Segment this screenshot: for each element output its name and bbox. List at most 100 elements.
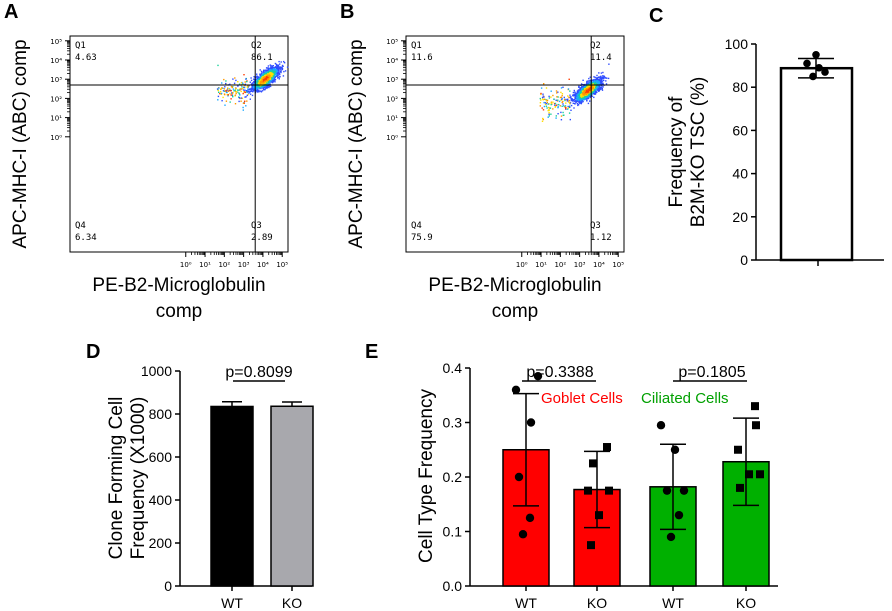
event-dot [569, 94, 571, 96]
event-dot [565, 107, 567, 110]
event-dot [258, 80, 260, 82]
chart-e-data-point [518, 530, 528, 539]
event-dot [601, 78, 603, 80]
event-dot [581, 100, 583, 102]
event-dot [260, 79, 262, 81]
event-dot [245, 96, 247, 98]
event-dot [589, 83, 591, 85]
event-dot [587, 97, 589, 99]
event-dot [600, 79, 603, 81]
flow-a-q1-name: Q1 [75, 41, 86, 51]
event-dot [231, 94, 233, 96]
event-dot [581, 85, 583, 88]
event-dot [589, 88, 591, 90]
event-dot [561, 105, 563, 107]
event-dot [262, 83, 264, 85]
event-dot [266, 86, 269, 88]
event-dot [594, 83, 596, 85]
event-dot [263, 81, 266, 83]
event-dot [244, 100, 246, 102]
event-dot [577, 104, 579, 107]
event-dot [272, 68, 274, 70]
event-dot [262, 74, 264, 76]
event-dot [576, 97, 578, 100]
flow-plot-a-x-ticks: 10⁰ 10¹ 10² 10³ 10⁴ 10⁵ [180, 252, 288, 269]
event-dot [238, 89, 240, 91]
event-dot [264, 70, 267, 72]
event-dot [261, 90, 264, 92]
event-dot [584, 85, 586, 88]
event-dot [232, 86, 234, 88]
event-dot [235, 92, 237, 95]
event-dot [596, 89, 599, 91]
bar-chart-c-marks: 0 20 40 60 80 100 [725, 36, 884, 268]
event-dot [268, 82, 270, 85]
event-dot [274, 72, 277, 74]
event-dot [232, 88, 235, 90]
event-dot [240, 100, 242, 102]
event-dot [250, 87, 253, 89]
event-dot [265, 82, 268, 84]
event-dot [253, 76, 255, 78]
event-dot [576, 100, 579, 102]
event-dot [552, 94, 554, 97]
chart-c-y-tick-label: 40 [732, 166, 748, 182]
event-dot [227, 90, 229, 92]
flow-a-q3-name: Q3 [251, 221, 262, 231]
event-dot [258, 83, 261, 85]
event-dot [282, 65, 284, 67]
event-dot [261, 81, 263, 83]
event-dot [587, 80, 589, 82]
event-dot [243, 86, 246, 89]
event-dot [552, 101, 554, 103]
event-dot [567, 95, 569, 97]
event-dot [264, 88, 266, 91]
event-dot [240, 97, 243, 99]
event-dot [589, 82, 591, 84]
event-dot [600, 72, 603, 74]
event-dot [269, 85, 272, 88]
flow-plot-a-y-ticks: 10⁰ 10¹ 10² 10³ 10⁴ 10⁵ [50, 38, 70, 142]
event-dot [571, 98, 574, 100]
event-dot [546, 99, 549, 101]
event-dot [548, 115, 550, 117]
chart-e-data-point [666, 532, 676, 542]
event-dot [563, 114, 565, 116]
event-dot [592, 87, 594, 89]
event-dot [589, 91, 591, 93]
event-dot [568, 78, 570, 80]
event-dot [574, 91, 576, 93]
event-dot [223, 88, 226, 90]
event-dot [540, 93, 542, 96]
event-dot [582, 87, 584, 89]
event-dot [273, 75, 275, 77]
event-dot [601, 80, 603, 82]
event-dot [275, 71, 277, 73]
event-dot [555, 99, 557, 101]
event-dot [263, 83, 266, 85]
event-dot [547, 103, 550, 105]
chart-e-x-tick-label: WT [515, 595, 537, 611]
event-dot [569, 118, 571, 121]
panel-label-e: E [365, 341, 378, 363]
event-dot [244, 81, 246, 83]
event-dot [577, 98, 579, 100]
event-dot [599, 81, 601, 83]
event-dot [587, 97, 590, 100]
event-dot [579, 101, 581, 103]
event-dot [596, 74, 598, 77]
event-dot [232, 78, 234, 80]
event-dot [558, 100, 561, 103]
event-dot [540, 92, 542, 95]
event-dot [570, 104, 573, 107]
event-dot [258, 82, 261, 84]
y-tick-label: 10⁵ [386, 38, 398, 46]
flow-b-q4-value: 75.9 [411, 233, 433, 243]
event-dot [274, 73, 277, 75]
event-dot [596, 78, 599, 81]
event-dot [585, 94, 587, 97]
event-dot [581, 88, 583, 91]
event-dot [228, 89, 231, 91]
y-tick-label: 10¹ [386, 115, 398, 123]
event-dot [545, 99, 547, 101]
